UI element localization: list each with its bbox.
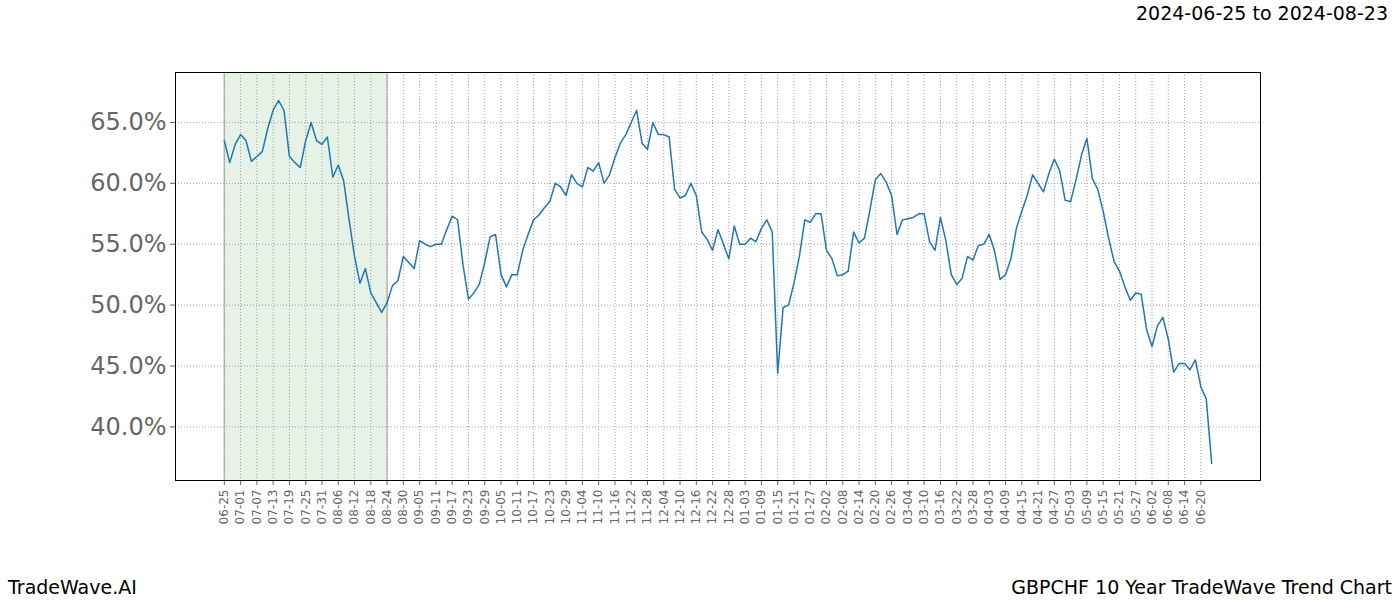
- svg-text:03-28: 03-28: [966, 490, 980, 525]
- svg-text:07-07: 07-07: [250, 490, 264, 525]
- svg-text:65.0%: 65.0%: [90, 108, 166, 136]
- html-text:2024-06-25 to 2024-08-23: 2024-06-25 to 2024-08-23: [1136, 2, 1388, 24]
- html-text:TradeWave.AI: TradeWave.AI: [8, 576, 137, 598]
- svg-text:05-03: 05-03: [1063, 490, 1077, 525]
- svg-text:01-03: 01-03: [738, 490, 752, 525]
- svg-text:06-25: 06-25: [217, 490, 231, 525]
- svg-text:12-16: 12-16: [689, 490, 703, 525]
- svg-text:01-15: 01-15: [771, 490, 785, 525]
- svg-text:07-31: 07-31: [315, 490, 329, 525]
- svg-text:03-10: 03-10: [917, 490, 931, 525]
- svg-text:06-08: 06-08: [1161, 490, 1175, 525]
- svg-text:02-08: 02-08: [836, 490, 850, 525]
- svg-text:01-21: 01-21: [787, 490, 801, 525]
- svg-text:06-20: 06-20: [1194, 490, 1208, 525]
- svg-text:12-28: 12-28: [722, 490, 736, 525]
- svg-text:01-09: 01-09: [754, 490, 768, 525]
- svg-text:50.0%: 50.0%: [90, 291, 166, 319]
- svg-text:02-26: 02-26: [884, 490, 898, 525]
- svg-text:05-27: 05-27: [1129, 490, 1143, 525]
- svg-text:10-17: 10-17: [526, 490, 540, 525]
- svg-text:08-12: 08-12: [347, 490, 361, 525]
- svg-text:04-21: 04-21: [1031, 490, 1045, 525]
- svg-text:11-04: 11-04: [575, 490, 589, 525]
- svg-text:04-15: 04-15: [1015, 490, 1029, 525]
- svg-text:08-06: 08-06: [331, 490, 345, 525]
- svg-text:07-19: 07-19: [282, 490, 296, 525]
- svg-text:09-17: 09-17: [445, 490, 459, 525]
- svg-text:02-02: 02-02: [819, 490, 833, 525]
- svg-text:08-24: 08-24: [380, 490, 394, 525]
- svg-text:09-23: 09-23: [461, 490, 475, 525]
- svg-text:07-13: 07-13: [266, 490, 280, 525]
- svg-text:55.0%: 55.0%: [90, 230, 166, 258]
- svg-text:02-14: 02-14: [852, 490, 866, 525]
- svg-text:08-30: 08-30: [396, 490, 410, 525]
- svg-text:06-14: 06-14: [1177, 490, 1191, 525]
- svg-text:45.0%: 45.0%: [90, 352, 166, 380]
- svg-text:05-09: 05-09: [1080, 490, 1094, 525]
- html-text:GBPCHF 10 Year TradeWave Trend: GBPCHF 10 Year TradeWave Trend Chart: [1011, 576, 1392, 598]
- svg-text:04-27: 04-27: [1047, 490, 1061, 525]
- svg-text:06-02: 06-02: [1145, 490, 1159, 525]
- svg-text:04-03: 04-03: [982, 490, 996, 525]
- svg-text:10-05: 10-05: [494, 490, 508, 525]
- svg-text:10-29: 10-29: [559, 490, 573, 525]
- svg-text:07-25: 07-25: [299, 490, 313, 525]
- svg-text:09-05: 09-05: [412, 490, 426, 525]
- svg-text:12-10: 12-10: [673, 490, 687, 525]
- svg-text:03-22: 03-22: [950, 490, 964, 525]
- svg-text:05-15: 05-15: [1096, 490, 1110, 525]
- svg-text:09-11: 09-11: [429, 490, 443, 525]
- svg-text:09-29: 09-29: [478, 490, 492, 525]
- svg-text:03-04: 03-04: [901, 490, 915, 525]
- svg-text:02-20: 02-20: [868, 490, 882, 525]
- svg-text:11-22: 11-22: [624, 490, 638, 525]
- svg-text:05-21: 05-21: [1112, 490, 1126, 525]
- svg-text:10-11: 10-11: [510, 490, 524, 525]
- svg-text:07-01: 07-01: [233, 490, 247, 525]
- svg-text:01-27: 01-27: [803, 490, 817, 525]
- svg-text:11-16: 11-16: [608, 490, 622, 525]
- svg-text:60.0%: 60.0%: [90, 169, 166, 197]
- svg-text:11-28: 11-28: [640, 490, 654, 525]
- svg-text:12-22: 12-22: [705, 490, 719, 525]
- svg-text:12-04: 12-04: [657, 490, 671, 525]
- svg-text:10-23: 10-23: [543, 490, 557, 525]
- svg-text:40.0%: 40.0%: [90, 413, 166, 441]
- svg-text:04-09: 04-09: [998, 490, 1012, 525]
- svg-text:03-16: 03-16: [933, 490, 947, 525]
- svg-text:08-18: 08-18: [364, 490, 378, 525]
- svg-text:11-10: 11-10: [591, 490, 605, 525]
